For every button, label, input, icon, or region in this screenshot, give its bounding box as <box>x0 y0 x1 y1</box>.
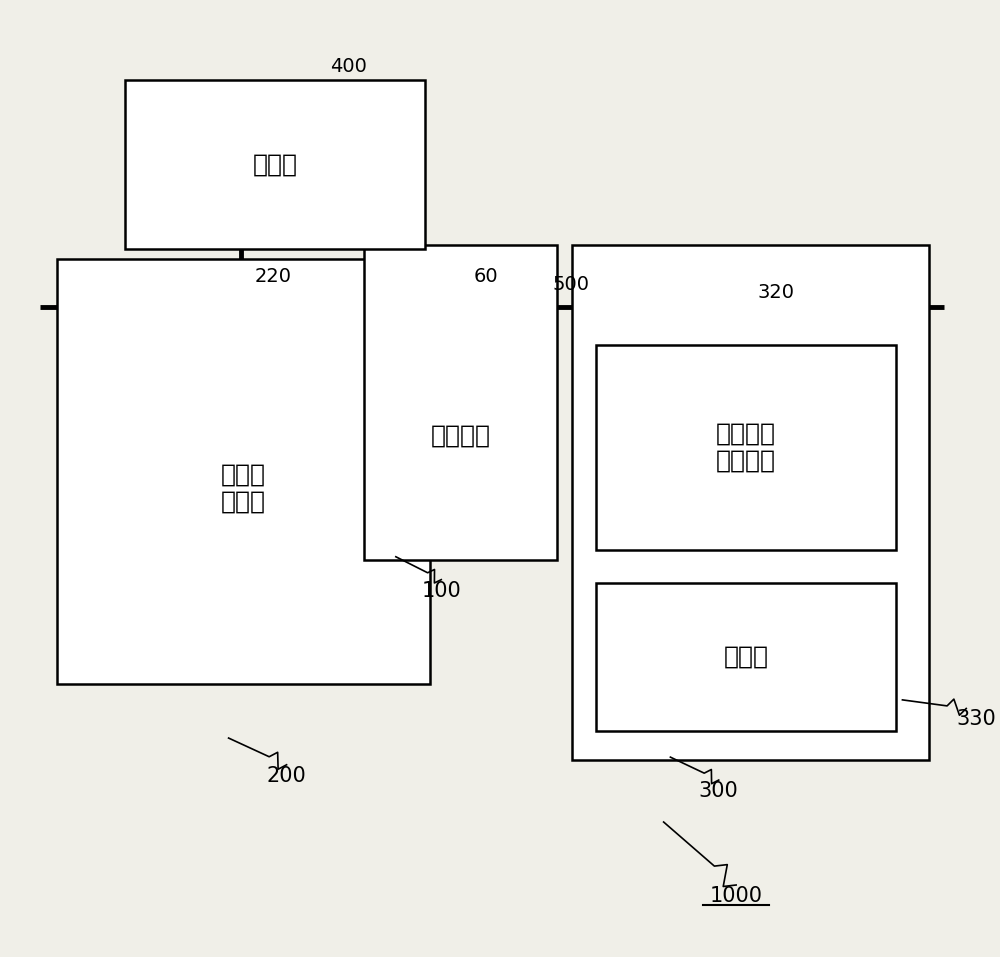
Text: 300: 300 <box>699 781 739 801</box>
Text: 曝光控
制装置: 曝光控 制装置 <box>221 462 266 514</box>
Text: 调温部: 调温部 <box>723 645 768 669</box>
Text: 500: 500 <box>552 276 589 295</box>
Text: 60: 60 <box>473 267 498 286</box>
Text: 200: 200 <box>267 766 306 786</box>
Text: 涂敷显影
控制装置: 涂敷显影 控制装置 <box>716 421 776 473</box>
Text: 330: 330 <box>957 709 996 729</box>
Text: 1000: 1000 <box>710 886 763 906</box>
Bar <box>57 259 430 683</box>
Text: 400: 400 <box>330 56 367 76</box>
Bar <box>596 584 896 731</box>
Bar <box>596 345 896 550</box>
Text: 存储部: 存储部 <box>252 152 297 176</box>
Text: 控制装置: 控制装置 <box>431 424 491 448</box>
Text: 220: 220 <box>255 267 292 286</box>
Bar <box>364 245 557 560</box>
Bar <box>572 245 929 760</box>
Text: 100: 100 <box>421 581 461 601</box>
Bar <box>125 79 425 250</box>
Text: 320: 320 <box>757 283 794 301</box>
